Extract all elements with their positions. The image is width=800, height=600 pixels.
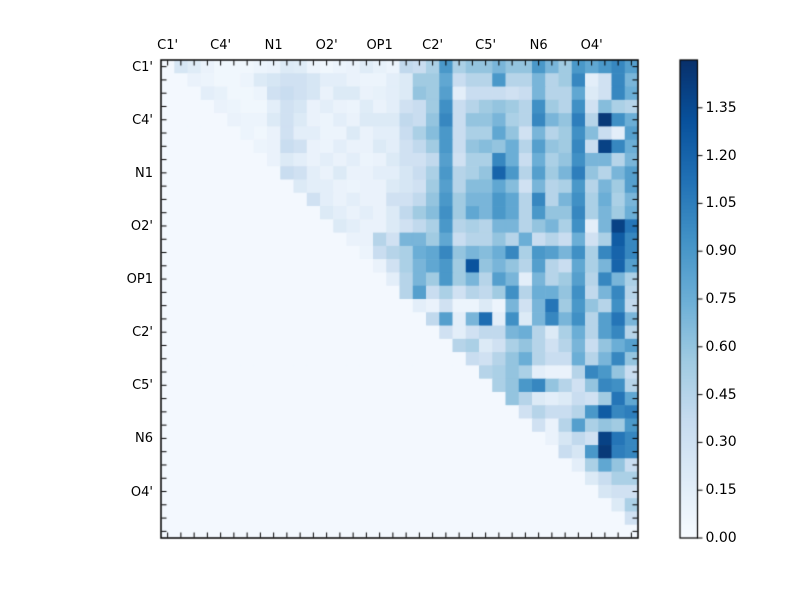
colorbar-tick-label-0.90: 0.90	[705, 243, 737, 260]
x-axis-label-1: C1'	[157, 38, 179, 53]
x-axis-label-4: O2'	[315, 38, 338, 53]
x-axis-label-6: C2'	[422, 38, 444, 53]
colorbar-tick-label-0.45: 0.45	[705, 386, 737, 403]
y-axis-label-5: OP1	[126, 272, 153, 288]
y-axis-label-4: O2'	[130, 218, 153, 234]
x-axis-label-7: C5'	[475, 38, 497, 53]
colorbar-tick-label-0.30: 0.30	[705, 434, 737, 451]
x-axis-label-5: OP1	[366, 38, 393, 53]
colorbar-tick-label-0.00: 0.00	[705, 530, 737, 546]
y-axis-label-6: C2'	[132, 325, 153, 341]
y-axis-label-2: C4'	[132, 112, 153, 128]
y-axis-label-9: O4'	[130, 484, 153, 500]
y-axis-label-3: N1	[135, 165, 153, 181]
colorbar-tick-label-0.15: 0.15	[705, 482, 737, 499]
x-axis-label-3: N1	[264, 38, 283, 53]
y-axis-label-8: N6	[135, 431, 153, 447]
x-axis-label-9: O4'	[580, 38, 603, 53]
colorbar-tick-label-1.20: 1.20	[705, 147, 737, 164]
x-axis-label-8: N6	[529, 38, 548, 53]
colorbar-tick-label-0.75: 0.75	[705, 291, 737, 307]
colorbar-tick-label-0.60: 0.60	[705, 338, 737, 355]
y-axis-label-7: C5'	[132, 378, 153, 394]
x-axis-label-2: C4'	[210, 38, 232, 53]
colorbar-tick-label-1.35: 1.35	[705, 99, 737, 116]
y-axis-label-1: C1'	[132, 59, 153, 75]
colorbar-tick-label-1.05: 1.05	[705, 195, 737, 212]
